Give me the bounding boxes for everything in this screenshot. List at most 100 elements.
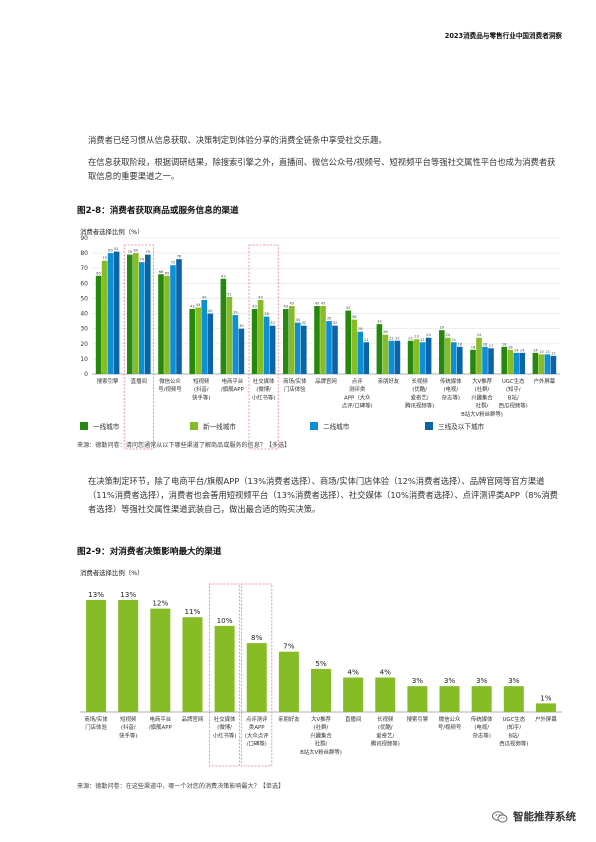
chart1-category-label: (优酷/ [412, 385, 427, 393]
paragraph-2: 在信息获取阶段，根据调研结果，除搜索引擎之外，直播间、微信公众号/视频号、短视频… [88, 157, 556, 181]
chart1-data-label: 81 [114, 247, 119, 251]
chart1-bar [238, 328, 245, 374]
chart1-bar [257, 299, 264, 374]
chart2-data-label: 3% [508, 676, 520, 685]
chart1-bar [532, 352, 539, 374]
chart1-category-label: 传统媒体 [440, 377, 462, 385]
chart2-category-label: 搜索引擎 [407, 715, 429, 723]
chart2-category-label: UGC生态 [502, 715, 525, 723]
chart1-ytick-label: 80 [80, 250, 88, 257]
chart1-category-label: /旗舰APP [221, 385, 245, 393]
chart1-data-label: 32 [270, 321, 275, 325]
chart1-data-label: 14 [533, 348, 538, 352]
chart1-category-label: 点评 [352, 377, 363, 385]
chart1-data-label: 65 [96, 271, 101, 275]
chart1-data-label: 32 [302, 321, 307, 325]
chart1-data-label: 21 [420, 338, 425, 342]
chart1-data-label: 24 [426, 333, 431, 337]
chart1-category-label: 爱奇艺/ [411, 393, 429, 401]
chart2-bar [407, 686, 428, 712]
chart1-bar [376, 324, 383, 374]
chart2-category-label: 商场/实体 [84, 715, 108, 723]
chart1-data-label: 45 [290, 302, 295, 306]
chart1-category-label: (电视/ [443, 385, 458, 393]
chart2-category-label: 长视频 [377, 715, 394, 723]
chart2-data-label: 4% [380, 668, 392, 677]
chart2-category-label: 杂志等) [473, 731, 491, 739]
chart1-data-label: 79 [146, 250, 151, 254]
chart1-data-label: 49 [258, 295, 263, 299]
chart1-bar [482, 346, 488, 374]
chart1-data-label: 65 [165, 271, 170, 275]
chart2-data-label: 3% [444, 676, 456, 685]
chart1-data-label: 22 [395, 336, 400, 340]
chart1-bar [357, 331, 363, 374]
chart2-data-label: 5% [315, 659, 327, 668]
chart2-category-label: 腾讯视频等) [371, 740, 400, 748]
chart1-data-label: 45 [315, 302, 320, 306]
chart1-bar [283, 309, 289, 374]
chart2-data-label: 13% [88, 590, 104, 599]
chart1-category-label: APP（大众 [344, 393, 371, 401]
chart2-data-label: 4% [347, 668, 359, 677]
chart2-category-label: (大众点评 [245, 731, 269, 739]
chart1-data-label: 24 [446, 333, 451, 337]
chart1-highlight-box [123, 244, 154, 450]
chart1-legend-label: 三线及以下城市 [438, 423, 485, 431]
chart2-category-label: /旗舰APP [149, 723, 173, 731]
chart2-data-label: 3% [476, 676, 488, 685]
chart1-data-label: 40 [208, 309, 213, 313]
chart1-category-label: B站大V粉丝群等) [461, 410, 503, 418]
chart1-bar [382, 334, 389, 374]
chart1-category-label: 门店体验 [284, 385, 306, 393]
chart2-bar [535, 703, 556, 712]
chart2-bar [118, 600, 139, 712]
chart2-bar [182, 617, 203, 712]
chart1-category-label: 商场/实体 [283, 377, 307, 385]
chart1-data-label: 39 [233, 311, 238, 315]
chart1-legend-label: 一线城市 [93, 423, 120, 431]
chart1-data-label: 38 [264, 312, 269, 316]
chart1-bar [201, 299, 207, 374]
chart2-category-label: 品牌官网 [182, 715, 204, 723]
chart1-data-label: 72 [171, 261, 176, 265]
chart2-category-label: (微博/ [217, 723, 232, 731]
chart1-data-label: 17 [489, 344, 494, 348]
chart1-category-label: 测评类 [349, 385, 366, 393]
chart2-category-label: 西瓜视频等) [499, 740, 528, 748]
chart1-data-label: 45 [321, 302, 326, 306]
chart1-bar [476, 337, 482, 374]
chart1-category-label: UGC生态 [502, 377, 525, 385]
chart1-bar [269, 325, 276, 374]
chart2-highlight-box [209, 583, 241, 767]
chart2-category-label: (优酷/ [378, 723, 393, 731]
chart2-category-label: 点评测评 [246, 715, 268, 723]
chart1-legend-item: 三线及以下城市 [425, 421, 484, 431]
chart1-data-label: 14 [520, 348, 525, 352]
chart1-category-label: 快手等) [192, 393, 210, 401]
chart2-category-label: 兴趣集合 [310, 731, 332, 739]
chart1-bar [133, 253, 139, 374]
chart1-ytick-label: 30 [80, 326, 88, 333]
chart2-category-label: 大V推荐 [311, 715, 331, 723]
chart1-category-label: 短视频 [193, 377, 210, 385]
chart1-bar [95, 275, 102, 374]
chart2-data-label: 13% [120, 590, 136, 599]
chart1-bar [189, 309, 195, 374]
chart1-bar [139, 262, 145, 374]
chart1-ytick-label: 40 [80, 311, 88, 318]
chart2-category-label: B站/ [508, 731, 519, 739]
chart1-bar [158, 274, 164, 374]
chart1-category-label: 点评/口碑等) [342, 402, 373, 410]
chart1-data-label: 43 [284, 305, 289, 309]
chart2-category-label: B站大V粉丝群等) [300, 748, 342, 756]
chart1-data-label: 34 [296, 318, 301, 322]
chart2-category-label: 直播间 [345, 715, 361, 723]
paragraph-1: 消费者已经习惯从信息获取、决策制定到体验分享的消费全链条中享受社交乐趣。 [88, 135, 387, 145]
chart1-data-label: 74 [140, 258, 145, 262]
chart1-category-label: 电商平台 [222, 377, 244, 385]
chart2-category-label: 电商平台 [150, 715, 172, 723]
chart1-category-label: 杂志等) [442, 393, 460, 401]
chart1-category-label: 社群/ [476, 402, 489, 410]
